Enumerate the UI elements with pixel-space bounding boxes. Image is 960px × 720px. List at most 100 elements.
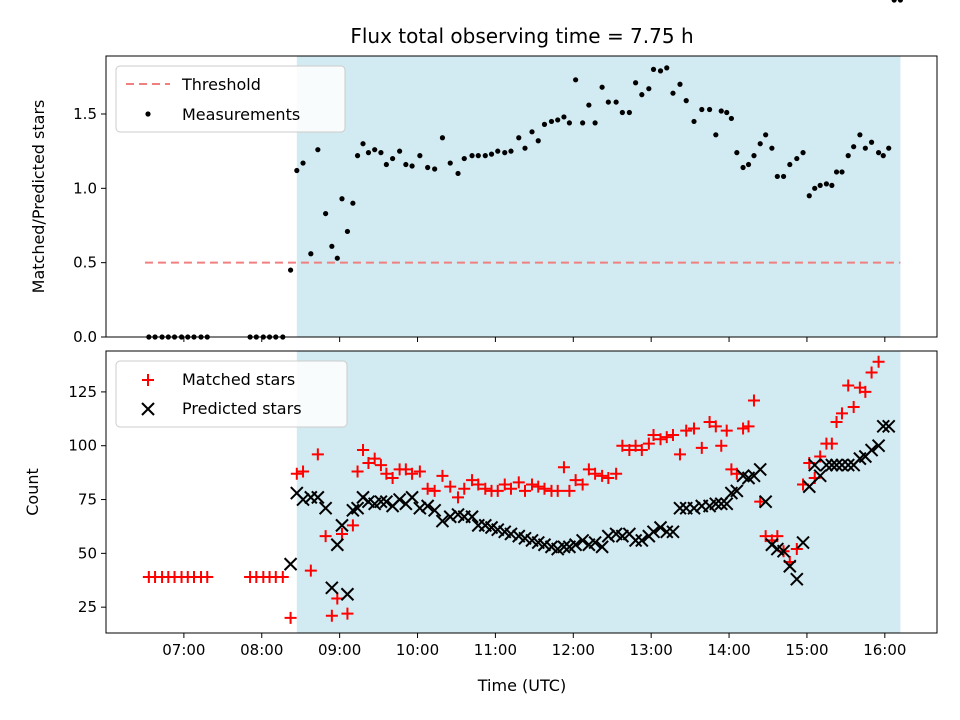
x-tick-label: 07:00: [162, 641, 205, 659]
measurement-point: [403, 161, 409, 168]
x-tick-label: 12:00: [552, 641, 595, 659]
matched-stars-point: [576, 478, 589, 491]
predicted-stars-point: [776, 544, 791, 558]
measurement-point: [713, 132, 719, 138]
matched-stars-point: [413, 465, 426, 478]
x-tick-label: 08:00: [240, 641, 283, 659]
measurement-point: [529, 129, 535, 135]
measurement-point: [455, 170, 461, 177]
matched-stars-point: [847, 400, 860, 413]
matched-stars-point: [610, 467, 623, 480]
measurement-point: [724, 109, 730, 116]
ratio-axes-frame: [105, 55, 938, 338]
measurement-point: [728, 115, 734, 122]
measurement-point: [586, 102, 592, 108]
measurement-point: [475, 153, 481, 159]
measurement-point: [875, 150, 882, 156]
matched-stars-point: [512, 476, 525, 489]
measurement-point: [757, 141, 763, 147]
measurement-point: [516, 135, 522, 141]
measurement-point: [691, 118, 697, 125]
x-tick-label: 09:00: [318, 641, 361, 659]
predicted-stars-point: [882, 419, 896, 434]
matched-stars-point: [526, 478, 539, 491]
measurement-point: [806, 193, 812, 199]
matched-stars-point: [341, 607, 354, 620]
predicted-stars-point: [628, 533, 643, 548]
measurement-point: [670, 90, 676, 96]
matched-stars-point: [374, 459, 387, 472]
measurement-point: [734, 150, 740, 156]
predicted-stars-point: [635, 533, 649, 548]
matched-stars-point: [825, 437, 838, 450]
measurement-point: [833, 169, 840, 175]
measurement-point: [817, 182, 823, 188]
legend-matched-swatch: [142, 374, 154, 386]
measurement-point: [294, 167, 300, 174]
measurement-point: [851, 144, 857, 150]
measurement-point: [482, 153, 488, 159]
predicted-stars-point: [871, 439, 886, 453]
predicted-stars-point: [330, 538, 345, 552]
matched-stars-point: [519, 484, 532, 497]
measurement-point: [823, 181, 830, 187]
measurement-point: [383, 161, 389, 168]
matched-stars-point: [859, 385, 872, 398]
matched-stars-point: [551, 484, 564, 497]
legend-measurements-swatch: [145, 111, 151, 117]
matched-stars-point: [458, 482, 471, 495]
predicted-stars-point: [796, 535, 810, 550]
predicted-stars-point: [350, 501, 365, 515]
count-x-ticks: 07:00 08:00 09:00 10:00 11:00 12:00 13:00 14:00…: [162, 633, 906, 659]
measurement-point: [740, 164, 746, 171]
measurement-point: [646, 86, 652, 92]
matched-stars-point: [673, 448, 686, 461]
matched-stars-point: [284, 611, 297, 624]
matched-stars-point: [629, 439, 642, 452]
measurement-point: [409, 163, 415, 169]
legend-predicted-label: Predicted stars: [182, 399, 302, 418]
x-tick-label: 15:00: [785, 641, 828, 659]
measurement-point: [287, 267, 294, 273]
measurement-point: [763, 132, 769, 138]
predicted-stars-point: [720, 497, 734, 511]
measurement-point: [751, 153, 757, 159]
predicted-stars-point: [575, 533, 590, 548]
measurement-point: [522, 145, 528, 151]
matched-stars-point: [647, 428, 660, 441]
matched-stars-point: [557, 461, 570, 474]
measurement-point: [502, 150, 508, 156]
observing-window-shade-count: [296, 351, 901, 633]
matched-stars-point: [715, 439, 728, 452]
predicted-stars-point: [802, 479, 816, 494]
matched-stars-point: [436, 469, 449, 482]
matched-stars-point: [297, 465, 310, 478]
matched-stars-point: [865, 366, 878, 379]
predicted-stars-point: [841, 458, 855, 472]
matched-stars-point: [582, 463, 595, 476]
matched-stars-point: [304, 564, 317, 577]
measurement-point: [626, 109, 632, 116]
y-tick-label: 0.0: [73, 328, 97, 346]
y-tick-label: 50: [78, 544, 97, 562]
matched-stars-point: [331, 592, 344, 605]
measurement-point: [365, 150, 372, 156]
matched-stars-point: [538, 482, 551, 495]
measurement-point: [769, 145, 775, 151]
ratio-legend: Threshold Measurements: [115, 65, 346, 133]
matched-stars-point: [709, 420, 722, 433]
predicted-stars-series: [285, 419, 896, 601]
x-tick-label: 11:00: [474, 641, 517, 659]
predicted-stars-point: [588, 535, 602, 550]
matched-stars-point: [472, 478, 485, 491]
measurement-point: [605, 99, 611, 105]
matched-stars-point: [362, 456, 375, 469]
measurement-point: [592, 120, 598, 126]
measurement-point: [308, 251, 314, 257]
measurement-point: [432, 166, 438, 172]
matched-stars-point: [695, 441, 708, 454]
predicted-stars-point: [709, 497, 723, 511]
measurement-point: [447, 160, 453, 166]
measurement-point: [300, 160, 306, 166]
measurement-point: [862, 145, 868, 151]
